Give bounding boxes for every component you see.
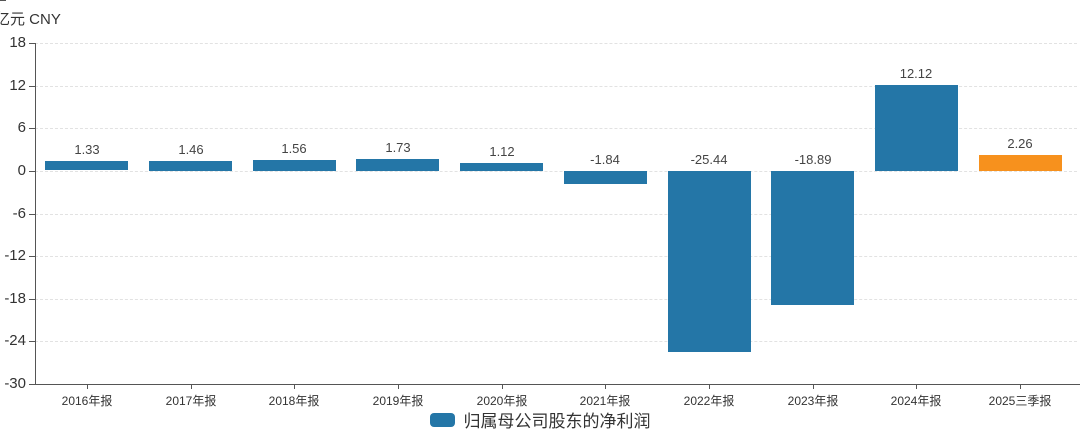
x-axis-label: 2023年报 bbox=[787, 394, 839, 408]
x-axis-label: 2017年报 bbox=[165, 394, 217, 408]
bar-2025三季报[interactable] bbox=[979, 155, 1062, 171]
legend-label: 归属母公司股东的净利润 bbox=[463, 412, 651, 431]
bar-2019年报[interactable] bbox=[356, 159, 439, 171]
bar-value-label: 1.33 bbox=[74, 142, 100, 157]
x-axis-tick bbox=[398, 384, 399, 389]
bar-2024年报[interactable] bbox=[875, 85, 958, 171]
bar-value-label: 1.12 bbox=[489, 144, 515, 159]
y-axis-tick bbox=[29, 299, 35, 300]
gridline bbox=[35, 299, 1077, 300]
y-axis-tick bbox=[29, 128, 35, 129]
y-axis-tick bbox=[0, 0, 6, 1]
x-axis-tick bbox=[1020, 384, 1021, 389]
bar-value-label: 1.46 bbox=[178, 142, 204, 157]
x-axis-label: 2020年报 bbox=[476, 394, 528, 408]
x-axis-tick bbox=[605, 384, 606, 389]
bar-2017年报[interactable] bbox=[149, 161, 232, 171]
y-axis-label: -30 bbox=[4, 375, 26, 392]
y-axis-label: -6 bbox=[12, 205, 26, 222]
y-axis-line bbox=[35, 43, 36, 384]
bar-value-label: -18.89 bbox=[794, 152, 832, 167]
y-axis-tick bbox=[29, 43, 35, 44]
gridline bbox=[35, 86, 1077, 87]
y-axis-label: 18 bbox=[9, 34, 26, 51]
gridline bbox=[35, 128, 1077, 129]
x-axis-label: 2021年报 bbox=[579, 394, 631, 408]
x-axis-line bbox=[35, 384, 1080, 385]
bar-value-label: 12.12 bbox=[899, 66, 933, 81]
y-axis-tick bbox=[29, 384, 35, 385]
bar-value-label: -1.84 bbox=[590, 152, 620, 167]
x-axis-tick bbox=[709, 384, 710, 389]
y-axis-label: -12 bbox=[4, 247, 26, 264]
y-axis-tick bbox=[29, 214, 35, 215]
x-axis-tick bbox=[502, 384, 503, 389]
bar-2023年报[interactable] bbox=[771, 171, 854, 305]
gridline bbox=[35, 214, 1077, 215]
y-axis-tick bbox=[29, 86, 35, 87]
bar-2022年报[interactable] bbox=[668, 171, 751, 352]
gridline bbox=[35, 43, 1077, 44]
x-axis-tick bbox=[87, 384, 88, 389]
y-axis-label: 6 bbox=[17, 119, 26, 136]
x-axis-label: 2025三季报 bbox=[988, 394, 1052, 408]
y-axis-label: -18 bbox=[4, 290, 26, 307]
legend-swatch bbox=[429, 412, 455, 427]
x-axis-tick bbox=[191, 384, 192, 389]
legend-item[interactable]: 归属母公司股东的净利润 bbox=[0, 407, 1080, 432]
bar-value-label: 2.26 bbox=[1007, 136, 1033, 151]
y-axis-label: -24 bbox=[4, 332, 26, 349]
bar-value-label: 1.56 bbox=[281, 141, 307, 156]
x-axis-tick bbox=[813, 384, 814, 389]
gridline bbox=[35, 341, 1077, 342]
y-axis-tick bbox=[29, 256, 35, 257]
x-axis-tick bbox=[294, 384, 295, 389]
bar-value-label: 1.73 bbox=[385, 140, 411, 155]
y-axis-unit-label: 亿元 CNY bbox=[0, 11, 61, 28]
bar-2016年报[interactable] bbox=[45, 161, 128, 170]
y-axis-label: 0 bbox=[17, 162, 26, 179]
bar-2021年报[interactable] bbox=[564, 171, 647, 184]
x-axis-label: 2018年报 bbox=[268, 394, 320, 408]
x-axis-label: 2016年报 bbox=[61, 394, 113, 408]
x-axis-label: 2024年报 bbox=[890, 394, 942, 408]
bar-2018年报[interactable] bbox=[253, 160, 336, 171]
x-axis-label: 2019年报 bbox=[372, 394, 424, 408]
y-axis-tick bbox=[29, 171, 35, 172]
x-axis-label: 2022年报 bbox=[683, 394, 735, 408]
y-axis-tick bbox=[29, 341, 35, 342]
bar-value-label: -25.44 bbox=[690, 152, 728, 167]
gridline bbox=[35, 256, 1077, 257]
y-axis-label: 12 bbox=[9, 77, 26, 94]
gridline bbox=[35, 171, 1077, 172]
x-axis-tick bbox=[916, 384, 917, 389]
bar-2020年报[interactable] bbox=[460, 163, 543, 171]
